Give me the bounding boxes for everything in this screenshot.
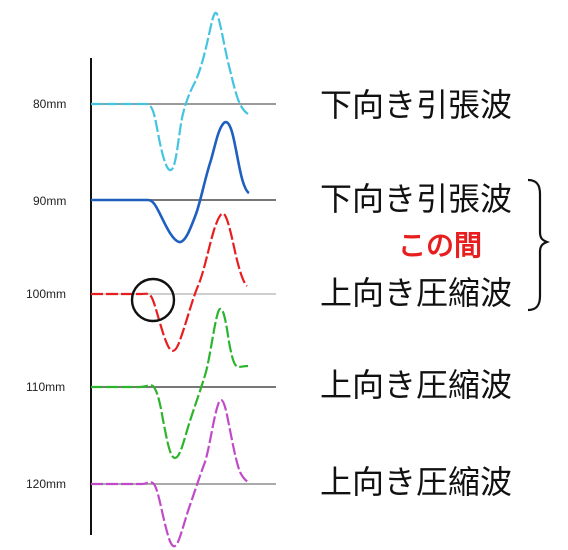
waveform-90 <box>91 120 250 244</box>
row-label-120: 120mm <box>26 477 66 491</box>
row-label-90: 90mm <box>33 194 66 208</box>
row-label-80: 80mm <box>33 97 66 111</box>
waveform-120 <box>91 398 249 548</box>
row-label-100: 100mm <box>26 287 66 301</box>
wave-label-110: 上向き圧縮波 <box>320 366 512 404</box>
row-label-110: 110mm <box>26 380 65 394</box>
wave-label-80: 下向き引張波 <box>320 86 512 124</box>
waveform-80 <box>91 11 249 172</box>
onset-highlight-circle <box>130 277 176 323</box>
waveform-110 <box>91 307 249 460</box>
waveform-100 <box>91 212 248 352</box>
wave-label-90: 下向き引張波 <box>320 180 512 218</box>
wave-label-100: 上向き圧縮波 <box>320 274 512 312</box>
between-note: この間 <box>398 229 482 262</box>
group-bracket <box>527 178 550 312</box>
wave-label-120: 上向き圧縮波 <box>320 463 512 501</box>
